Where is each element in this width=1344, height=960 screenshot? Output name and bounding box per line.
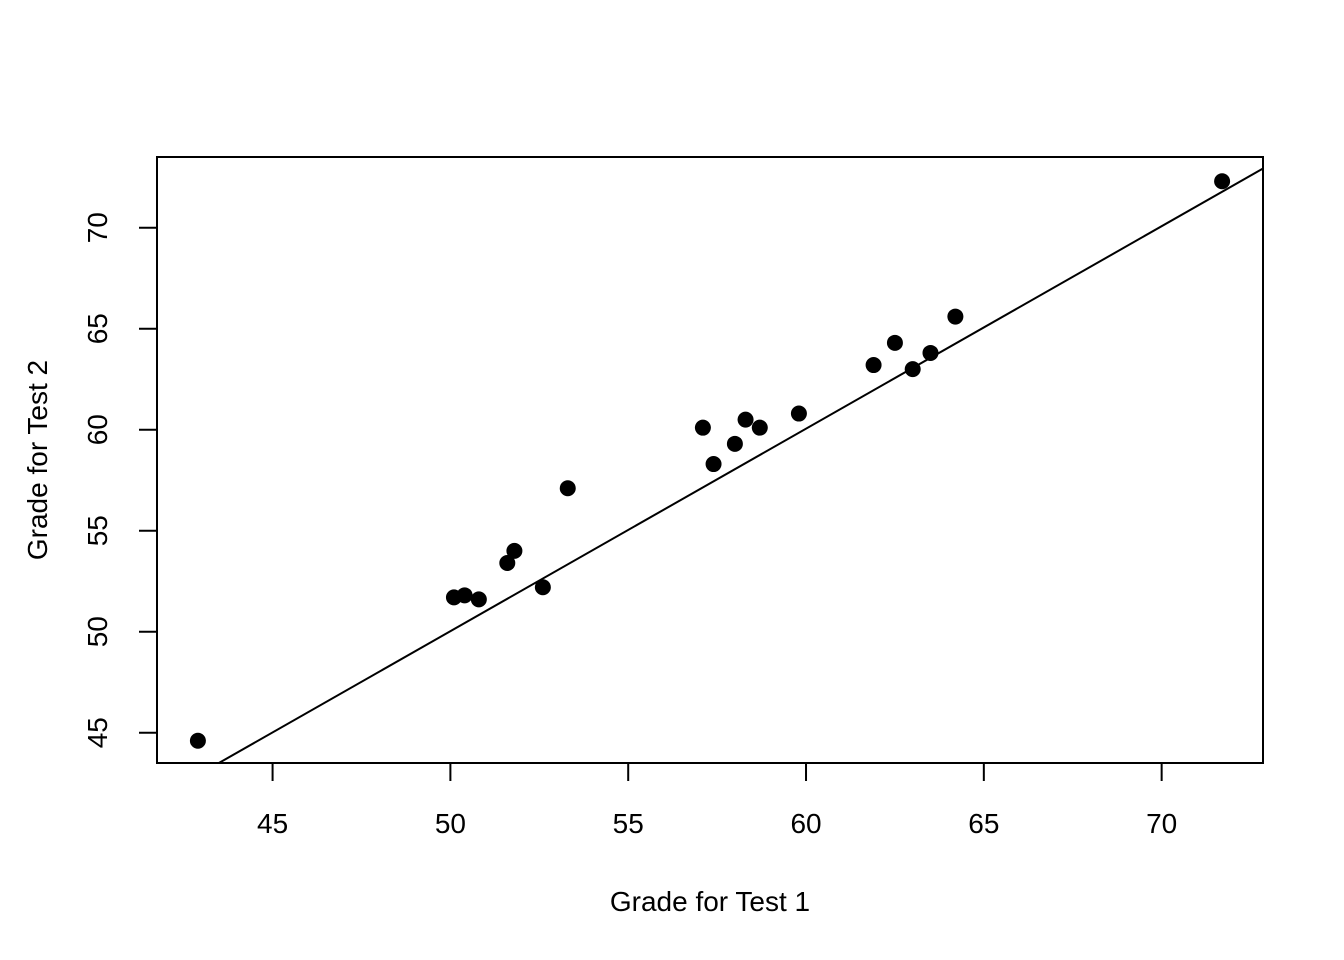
data-point xyxy=(947,308,964,325)
y-axis-title: Grade for Test 2 xyxy=(22,360,53,560)
points-group xyxy=(189,173,1231,749)
y-tick-label: 55 xyxy=(82,515,113,546)
data-point xyxy=(1214,173,1231,190)
x-axis: 45 50 55 60 65 70 xyxy=(257,763,1177,839)
y-tick-label: 45 xyxy=(82,717,113,748)
x-tick-label: 55 xyxy=(613,808,644,839)
x-tick-label: 70 xyxy=(1146,808,1177,839)
x-axis-title: Grade for Test 1 xyxy=(610,886,810,917)
data-point xyxy=(559,480,576,497)
data-point xyxy=(737,411,754,428)
data-point xyxy=(726,435,743,452)
x-tick-label: 60 xyxy=(790,808,821,839)
y-axis: 45 50 55 60 65 70 xyxy=(82,212,157,748)
data-point xyxy=(189,732,206,749)
data-point xyxy=(470,591,487,608)
plot-frame xyxy=(156,156,1264,764)
data-point xyxy=(922,344,939,361)
data-point xyxy=(904,361,921,378)
x-tick-label: 50 xyxy=(435,808,466,839)
data-point xyxy=(499,555,516,572)
y-tick-label: 50 xyxy=(82,616,113,647)
y-tick-label: 65 xyxy=(82,313,113,344)
data-point xyxy=(865,357,882,374)
data-point xyxy=(506,542,523,559)
fit-line xyxy=(218,167,1264,764)
data-point xyxy=(694,419,711,436)
data-point xyxy=(456,587,473,604)
data-point xyxy=(705,456,722,473)
y-tick-label: 60 xyxy=(82,414,113,445)
fit-line-group xyxy=(218,167,1264,764)
data-point xyxy=(751,419,768,436)
y-tick-label: 70 xyxy=(82,212,113,243)
data-point xyxy=(886,334,903,351)
x-tick-label: 65 xyxy=(968,808,999,839)
x-tick-label: 45 xyxy=(257,808,288,839)
data-point xyxy=(534,579,551,596)
data-point xyxy=(790,405,807,422)
